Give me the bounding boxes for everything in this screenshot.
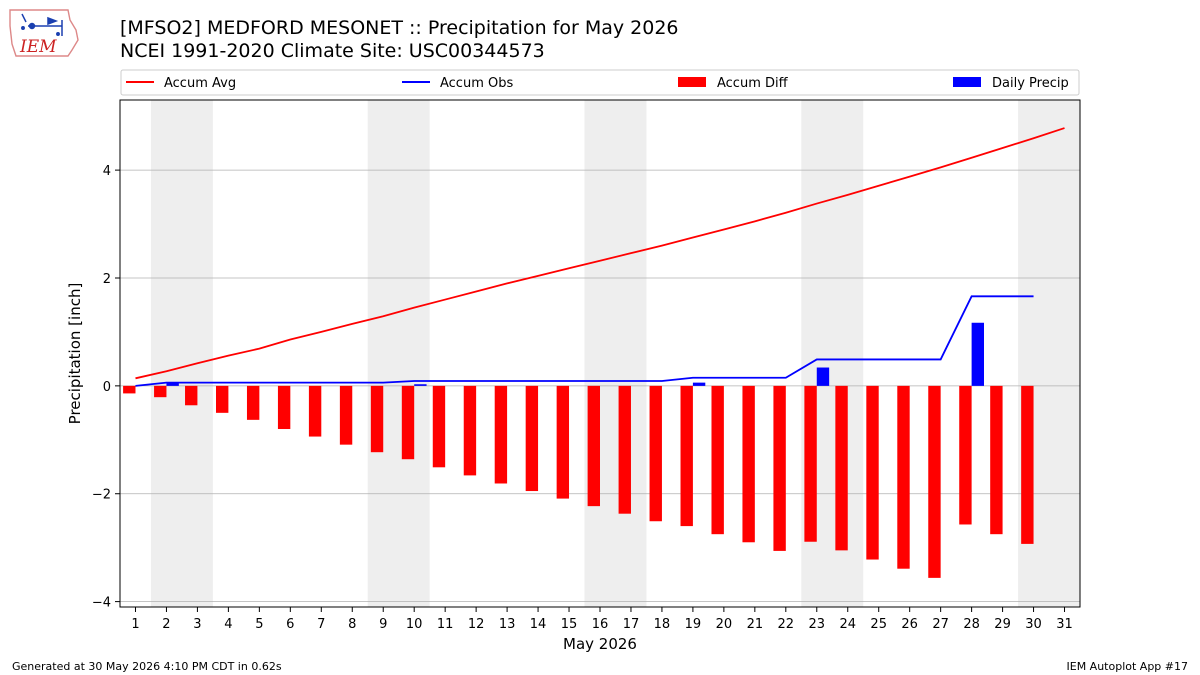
x-tick-label-22: 22 — [778, 617, 795, 632]
accum-diff-bar-8 — [339, 385, 353, 445]
accum-diff-bar-21 — [742, 385, 755, 543]
x-tick-label-29: 29 — [994, 617, 1011, 632]
accum-obs-line — [135, 295, 1034, 387]
x-tick-label-28: 28 — [963, 617, 980, 632]
x-tick-label-3: 3 — [193, 617, 201, 632]
x-tick-label-31: 31 — [1056, 617, 1073, 632]
accum-diff-bar-16 — [587, 385, 600, 507]
accum-diff-bar-26 — [897, 385, 910, 569]
accum-diff-bar-29 — [990, 385, 1003, 535]
accum-diff-bar-2 — [154, 385, 167, 398]
x-tick-label-13: 13 — [499, 617, 516, 632]
legend-label-daily-precip: Daily Precip — [992, 76, 1069, 91]
accum-diff-bar-5 — [246, 385, 260, 420]
accum-diff-bar-13 — [494, 385, 508, 484]
logo-text: IEM — [19, 37, 57, 57]
chart-subtitle: NCEI 1991-2020 Climate Site: USC00344573 — [120, 40, 545, 62]
accum-avg-line — [135, 127, 1065, 380]
accum-diff-bar-18 — [649, 385, 662, 522]
bar-layer — [123, 322, 1034, 578]
x-axis-label: May 2026 — [563, 635, 637, 653]
weather-station-icon — [21, 13, 63, 36]
weekend-band-1 — [367, 100, 430, 607]
x-tick-label-10: 10 — [406, 617, 423, 632]
accum-diff-bar-9 — [370, 385, 384, 453]
legend-swatch-daily-precip — [953, 77, 981, 87]
accum-diff-bar-28 — [959, 385, 972, 525]
x-tick-label-16: 16 — [592, 617, 609, 632]
legend-swatch-accum-diff — [678, 77, 706, 87]
accum-diff-bar-17 — [618, 385, 631, 514]
accum-diff-bar-30 — [1021, 385, 1034, 544]
x-tick-label-8: 8 — [348, 617, 356, 632]
accum-diff-bar-25 — [866, 385, 879, 560]
accum-diff-bar-20 — [711, 385, 724, 535]
accum-diff-bar-11 — [432, 385, 446, 468]
chart-title: [MFSO2] MEDFORD MESONET :: Precipitation… — [120, 17, 679, 39]
iowa-state-outline — [9, 9, 79, 57]
accum-diff-bar-12 — [463, 385, 477, 476]
daily-precip-bar-2 — [166, 382, 179, 386]
y-tick-label-2: 2 — [103, 272, 111, 287]
x-tick-label-25: 25 — [870, 617, 887, 632]
accum-diff-bar-6 — [277, 385, 291, 430]
generated-timestamp: Generated at 30 May 2026 4:10 PM CDT in … — [12, 660, 282, 673]
line-layer — [135, 127, 1065, 387]
x-tick-label-18: 18 — [654, 617, 671, 632]
accum-diff-bar-14 — [525, 385, 539, 492]
x-tick-label-4: 4 — [224, 617, 232, 632]
x-tick-label-11: 11 — [437, 617, 454, 632]
legend-label-accum-avg: Accum Avg — [164, 76, 236, 91]
x-tick-label-9: 9 — [379, 617, 387, 632]
x-tick-label-27: 27 — [932, 617, 949, 632]
y-tick-label--4: −4 — [92, 596, 111, 611]
legend: Accum Avg Accum Obs Accum Diff Daily Precip — [120, 69, 1080, 96]
x-tick-label-12: 12 — [468, 617, 485, 632]
x-tick-label-1: 1 — [131, 617, 139, 632]
weekend-band-0 — [150, 100, 213, 607]
accum-diff-bar-24 — [835, 385, 848, 551]
x-tick-label-30: 30 — [1025, 617, 1042, 632]
accum-diff-bar-23 — [804, 385, 817, 542]
accum-diff-bar-27 — [928, 385, 941, 578]
accum-diff-bar-15 — [556, 385, 570, 499]
x-tick-label-15: 15 — [561, 617, 578, 632]
x-tick-label-5: 5 — [255, 617, 263, 632]
accum-diff-bar-1 — [123, 385, 136, 394]
app-credit: IEM Autoplot App #17 — [1066, 660, 1189, 673]
daily-precip-bar-10 — [414, 384, 427, 386]
daily-precip-bar-23 — [816, 367, 830, 386]
x-tick-label-14: 14 — [530, 617, 547, 632]
accum-diff-bar-3 — [185, 385, 198, 406]
axis-ticks: 1 2 3 4 5 6 7 8 9 10 11 12 13 14 15 16 17 18 19 20 21 22 23 24 2… — [92, 164, 1073, 632]
daily-precip-bar-19 — [692, 382, 706, 386]
x-tick-label-6: 6 — [286, 617, 294, 632]
x-tick-label-17: 17 — [623, 617, 640, 632]
accum-diff-bar-19 — [680, 385, 693, 527]
iem-logo: IEM — [8, 6, 80, 64]
y-tick-label-4: 4 — [103, 164, 111, 179]
legend-box — [120, 69, 1080, 96]
accum-diff-bar-4 — [216, 385, 229, 413]
y-tick-label-0: 0 — [103, 380, 111, 395]
x-tick-label-20: 20 — [716, 617, 733, 632]
x-tick-label-26: 26 — [901, 617, 918, 632]
accum-diff-bar-10 — [401, 385, 415, 460]
accum-diff-bar-7 — [308, 385, 322, 437]
x-tick-label-19: 19 — [685, 617, 702, 632]
y-axis-label: Precipitation [inch] — [66, 283, 84, 425]
weekend-band-2 — [584, 100, 647, 607]
x-tick-label-21: 21 — [747, 617, 764, 632]
daily-precip-bar-28 — [971, 322, 984, 386]
legend-label-accum-obs: Accum Obs — [440, 76, 513, 91]
y-tick-label--2: −2 — [92, 488, 111, 503]
accum-diff-bar-22 — [773, 385, 786, 551]
weekend-shading — [150, 100, 1080, 607]
x-tick-label-2: 2 — [162, 617, 170, 632]
x-tick-label-24: 24 — [839, 617, 856, 632]
x-tick-label-7: 7 — [317, 617, 325, 632]
x-tick-label-23: 23 — [809, 617, 826, 632]
legend-label-accum-diff: Accum Diff — [717, 76, 789, 91]
